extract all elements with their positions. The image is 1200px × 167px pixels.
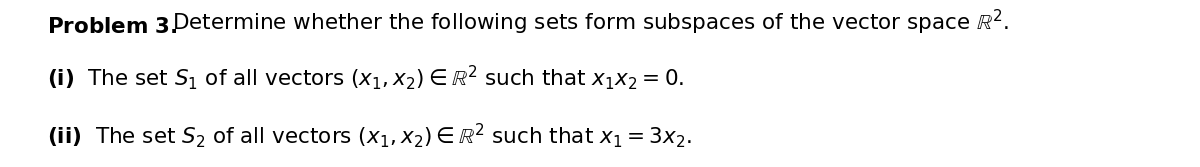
Text: $\mathbf{Problem\ 3.}$: $\mathbf{Problem\ 3.}$ xyxy=(48,17,179,37)
Text: $\mathbf{(i)}$  The set $S_1$ of all vectors $(x_1, x_2) \in \mathbb{R}^2$ such : $\mathbf{(i)}$ The set $S_1$ of all vect… xyxy=(48,63,685,92)
Text: $\mathbf{(ii)}$  The set $S_2$ of all vectors $(x_1, x_2) \in \mathbb{R}^2$ such: $\mathbf{(ii)}$ The set $S_2$ of all vec… xyxy=(48,121,692,149)
Text: Determine whether the following sets form subspaces of the vector space $\mathbb: Determine whether the following sets for… xyxy=(172,8,1009,37)
